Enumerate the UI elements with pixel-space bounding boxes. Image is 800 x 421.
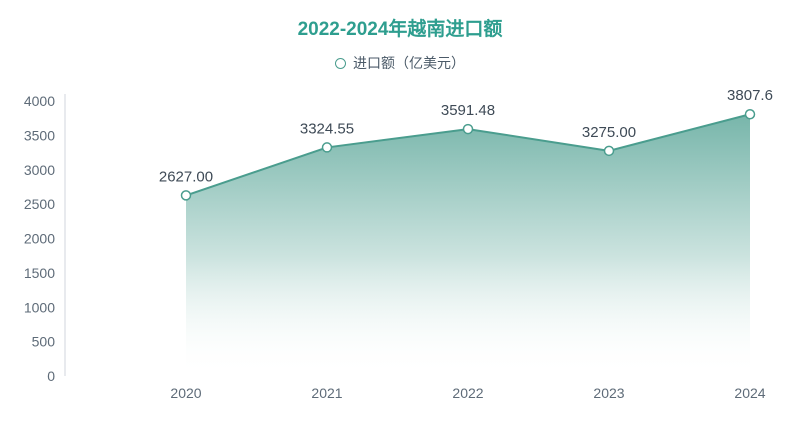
value-label: 3591.48 [441, 102, 495, 119]
legend-item-imports[interactable]: 进口额（亿美元） [0, 53, 800, 73]
data-point-marker [180, 190, 192, 201]
x-axis-tick-label: 2024 [734, 385, 765, 401]
area-fill [186, 114, 750, 376]
legend-label: 进口额（亿美元） [353, 55, 465, 71]
y-axis-tick-label: 2000 [24, 231, 55, 247]
data-point-marker [603, 145, 615, 157]
y-axis-tick-label: 4000 [24, 93, 55, 109]
import-area-chart: 0 500 1000 1500 2000 2500 3000 3500 4000 2627.00 2… [24, 87, 773, 401]
value-label: 3275.00 [582, 124, 636, 141]
y-axis-tick-label: 2500 [24, 196, 55, 212]
value-label: 3807.6 [727, 87, 773, 104]
y-axis-tick-label: 500 [32, 334, 56, 350]
x-axis-tick-label: 2020 [170, 385, 201, 401]
y-axis-tick-label: 3000 [24, 162, 55, 178]
y-axis-tick-label: 1500 [24, 265, 55, 281]
y-axis-tick-label: 1000 [24, 299, 55, 315]
x-axis-tick-label: 2023 [593, 385, 624, 401]
y-axis-tick-label: 0 [47, 368, 55, 384]
chart-title: 2022-2024年越南进口额 [297, 19, 503, 40]
y-axis-tick-label: 3500 [24, 127, 55, 143]
data-point-marker [321, 142, 333, 153]
data-point-marker [744, 108, 756, 120]
x-axis-tick-label: 2022 [452, 385, 483, 401]
data-point-marker [462, 123, 474, 135]
legend-marker-icon [335, 57, 346, 69]
chart-plot-area: 0 500 1000 1500 2000 2500 3000 3500 4000 2627.00 2… [0, 80, 800, 421]
x-axis-tick-label: 2021 [311, 385, 342, 401]
value-label: 3324.55 [300, 120, 354, 137]
value-label: 2627.00 [159, 168, 213, 185]
